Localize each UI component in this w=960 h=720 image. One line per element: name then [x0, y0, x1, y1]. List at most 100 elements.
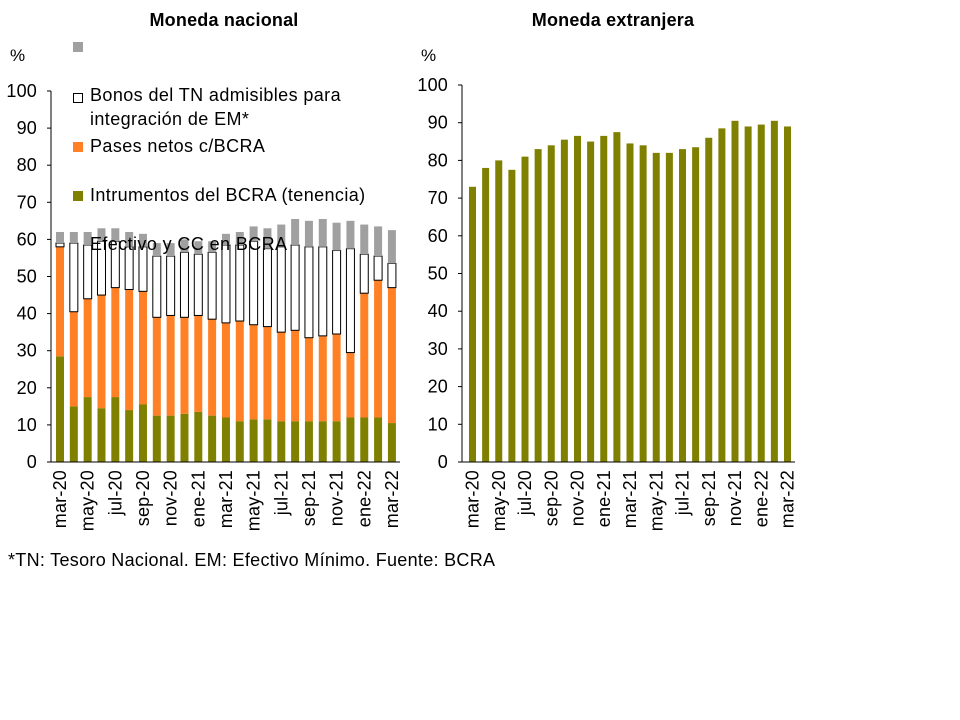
y-tick-label: 10	[17, 415, 37, 435]
pases-netos-c-bcra-bar-segment	[235, 244, 245, 322]
pases-netos-c-bcra-bar-segment	[55, 242, 65, 248]
moneda-extranjera-y-unit: %	[421, 46, 437, 65]
intrumentos-del-bcra-tenencia-bar-segment	[194, 315, 203, 412]
efectivo-y-cc-en-bcra-bar-segment	[304, 421, 313, 462]
y-tick-label: 60	[428, 226, 448, 246]
bonos-del-tn-admisibles-para-integracion-de-em-bar-segment	[346, 220, 355, 249]
efectivo-y-cc-en-bcra-bar-segment	[208, 415, 217, 463]
efectivo-y-cc-en-bcra-bar-segment	[180, 413, 189, 462]
x-tick-label: ene-21	[594, 470, 614, 527]
legend-item-efectivo: Efectivo y CC en BCRA	[73, 184, 287, 256]
moneda-nacional-y-unit: %	[10, 46, 26, 65]
intrumentos-del-bcra-tenencia-bar-segment	[304, 337, 313, 422]
y-tick-label: 90	[428, 113, 448, 133]
y-tick-label: 70	[428, 188, 448, 208]
bonos-del-tn-admisibles-para-integracion-de-em-bar-segment	[138, 233, 147, 247]
efectivo-y-cc-en-bcra-bar-segment	[318, 421, 327, 462]
bar	[692, 147, 700, 462]
pases-netos-c-bcra-bar-segment	[387, 263, 397, 289]
efectivo-y-cc-en-bcra-bar-segment	[360, 417, 369, 462]
bonos-del-tn-admisibles-para-integracion-de-em-bar-segment	[83, 231, 92, 245]
bar	[508, 169, 516, 462]
legend-label-bonos: Bonos del TN admisibles para integración…	[90, 85, 341, 129]
bar	[547, 145, 555, 462]
bonos-del-tn-admisibles-para-integracion-de-em-bar-segment	[263, 228, 272, 249]
intrumentos-del-bcra-tenencia-bar-segment	[111, 287, 120, 398]
intrumentos-del-bcra-tenencia-bar-segment	[166, 315, 175, 416]
bonos-del-tn-admisibles-para-integracion-de-em-bar-segment	[125, 231, 134, 247]
x-tick-label: may-20	[78, 470, 98, 531]
x-tick-label: ene-22	[751, 470, 771, 527]
y-tick-label: 90	[17, 118, 37, 138]
x-tick-label: mar-20	[463, 470, 483, 528]
y-tick-label: 40	[428, 301, 448, 321]
bonos-del-tn-admisibles-para-integracion-de-em-bar-segment	[304, 220, 313, 247]
x-tick-label: may-20	[489, 470, 509, 531]
bonos-del-tn-admisibles-para-integracion-de-em-bar-segment	[318, 218, 327, 247]
moneda-extranjera-chart: mar-20 may-20 jul-20 sep-20 nov-20 ene-21 mar-…	[417, 75, 797, 531]
y-tick-label: 10	[428, 414, 448, 434]
pases-netos-c-bcra-bar-segment	[179, 251, 189, 318]
y-tick-label: 0	[438, 452, 448, 472]
legend-swatch-efectivo	[73, 191, 83, 201]
bar	[613, 132, 621, 463]
pases-netos-c-bcra-bar-segment	[221, 244, 231, 324]
x-tick-label: ene-22	[354, 470, 374, 527]
pases-netos-c-bcra-bar-segment	[276, 246, 286, 333]
x-tick-label: nov-20	[161, 470, 181, 526]
bar	[784, 126, 791, 462]
bar	[718, 128, 726, 463]
y-tick-label: 50	[428, 264, 448, 284]
x-tick-label: jul-20	[105, 470, 125, 516]
x-tick-label: nov-20	[568, 470, 588, 526]
bonos-del-tn-admisibles-para-integracion-de-em-bar-segment	[277, 224, 286, 247]
x-tick-label: jul-21	[271, 470, 291, 516]
intrumentos-del-bcra-tenencia-bar-segment	[346, 352, 355, 418]
pases-netos-c-bcra-bar-segment	[262, 248, 272, 328]
bar	[652, 152, 660, 463]
x-tick-label: may-21	[244, 470, 264, 531]
efectivo-y-cc-en-bcra-bar-segment	[111, 397, 120, 462]
intrumentos-del-bcra-tenencia-bar-segment	[263, 326, 272, 420]
bar	[534, 149, 542, 462]
efectivo-y-cc-en-bcra-bar-segment	[291, 421, 300, 462]
intrumentos-del-bcra-tenencia-bar-segment	[277, 332, 286, 422]
y-tick-label: 30	[428, 339, 448, 359]
y-tick-label: 30	[17, 341, 37, 361]
bonos-del-tn-admisibles-para-integracion-de-em-bar-segment	[235, 231, 244, 245]
bonos-del-tn-admisibles-para-integracion-de-em-bar-segment	[152, 243, 161, 257]
legend-label-efectivo: Efectivo y CC en BCRA	[90, 234, 288, 254]
legend-swatch-bonos	[73, 42, 83, 52]
legend-item-instrumentos: Intrumentos del BCRA (tenencia)	[73, 135, 366, 207]
pases-netos-c-bcra-bar-segment	[332, 250, 342, 335]
x-tick-label: nov-21	[327, 470, 347, 526]
intrumentos-del-bcra-tenencia-bar-segment	[291, 330, 300, 422]
x-tick-label: nov-21	[725, 470, 745, 526]
intrumentos-del-bcra-tenencia-bar-segment	[83, 298, 92, 398]
efectivo-y-cc-en-bcra-bar-segment	[263, 419, 272, 462]
bonos-del-tn-admisibles-para-integracion-de-em-bar-segment	[69, 231, 78, 244]
y-tick-label: 100	[6, 81, 37, 101]
bar	[705, 137, 713, 462]
efectivo-y-cc-en-bcra-bar-segment	[125, 410, 134, 462]
bar	[731, 120, 739, 462]
x-tick-label: sep-20	[541, 470, 561, 526]
legend-swatch-instrumentos	[73, 142, 83, 152]
y-tick-label: 80	[428, 150, 448, 170]
moneda-extranjera-title: Moneda extranjera	[531, 10, 695, 30]
pases-netos-c-bcra-bar-segment	[249, 240, 259, 326]
bonos-del-tn-admisibles-para-integracion-de-em-bar-segment	[249, 226, 258, 242]
pases-netos-c-bcra-bar-segment	[373, 255, 383, 281]
intrumentos-del-bcra-tenencia-bar-segment	[235, 321, 244, 422]
bonos-del-tn-admisibles-para-integracion-de-em-bar-segment	[291, 218, 300, 245]
bar	[770, 120, 778, 462]
bonos-del-tn-admisibles-para-integracion-de-em-bar-segment	[208, 241, 217, 253]
x-tick-label: mar-22	[778, 470, 798, 528]
x-tick-label: jul-20	[515, 470, 535, 516]
legend-item-pases: Pases netos c/BCRA	[73, 86, 265, 158]
bar	[469, 186, 476, 463]
efectivo-y-cc-en-bcra-bar-segment	[97, 408, 106, 462]
y-tick-label: 50	[17, 267, 37, 287]
moneda-nacional-title: Moneda nacional	[149, 10, 299, 30]
intrumentos-del-bcra-tenencia-bar-segment	[69, 311, 78, 407]
